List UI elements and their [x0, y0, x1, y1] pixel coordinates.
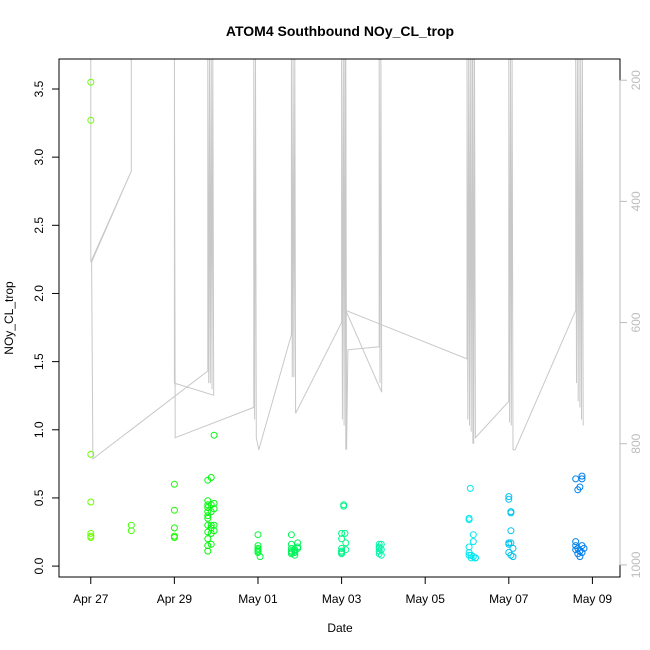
data-point: [341, 529, 349, 537]
data-point: [505, 493, 513, 501]
data-point: [204, 497, 212, 505]
data-point: [342, 546, 350, 554]
y-tick-label: 0.0: [32, 557, 46, 574]
data-point: [471, 554, 479, 562]
data-point: [204, 512, 212, 520]
data-point: [338, 529, 346, 537]
data-point: [377, 540, 385, 548]
data-point: [87, 116, 95, 124]
data-point: [204, 514, 212, 522]
pressure-trace-line: [90, 58, 584, 460]
y-tick-label: 1.0: [32, 421, 46, 438]
data-point: [338, 535, 346, 543]
data-point: [87, 498, 95, 506]
right-tick-label: 200: [629, 70, 643, 90]
data-point: [572, 538, 580, 546]
data-point: [170, 480, 178, 488]
data-point: [210, 527, 218, 535]
data-point: [342, 539, 350, 547]
data-point: [87, 534, 95, 541]
data-point: [210, 431, 218, 439]
data-point: [580, 544, 588, 552]
x-tick-label: May 03: [322, 592, 362, 606]
data-point: [207, 521, 215, 529]
data-point: [291, 551, 299, 559]
pressure-trace-layer: [90, 58, 584, 460]
y-tick-label: 2.5: [32, 217, 46, 234]
x-tick-label: May 01: [238, 592, 278, 606]
data-point: [170, 524, 178, 532]
data-point: [254, 531, 262, 539]
y-tick-label: 1.5: [32, 353, 46, 370]
right-tick-label: 600: [629, 312, 643, 332]
x-axis: Apr 27 Apr 29 May 01 May 03 May 05 May 07 May …: [73, 576, 613, 606]
data-point: [256, 553, 264, 561]
data-point: [469, 531, 477, 539]
data-point: [576, 553, 584, 561]
data-point: [204, 547, 212, 555]
data-point: [578, 549, 586, 556]
right-tick-label: 800: [629, 433, 643, 453]
data-point: [204, 501, 212, 509]
data-point: [170, 506, 178, 514]
data-point: [204, 535, 212, 543]
x-tick-label: Apr 27: [73, 592, 109, 606]
data-point: [507, 509, 515, 517]
data-point: [254, 549, 262, 556]
data-point: [294, 544, 302, 552]
data-point: [87, 529, 95, 537]
data-point: [338, 550, 346, 558]
y-axis: 0.0 0.5 1.0 1.5 2.0 2.5 3.0 3.5: [32, 80, 60, 574]
data-point: [87, 450, 95, 458]
right-tick-label: 1000: [629, 551, 643, 578]
data-point: [87, 78, 95, 86]
data-point: [507, 527, 515, 535]
chart-title: ATOM4 Southbound NOy_CL_trop: [226, 23, 454, 39]
right-axis: 200 400 600 800 1000: [619, 70, 643, 578]
data-point: [466, 484, 474, 492]
x-tick-label: May 05: [406, 592, 446, 606]
data-point: [505, 495, 513, 503]
data-point: [287, 531, 295, 539]
y-tick-label: 3.0: [32, 148, 46, 165]
y-tick-label: 3.5: [32, 80, 46, 97]
x-tick-label: May 09: [573, 592, 613, 606]
data-point: [127, 527, 135, 535]
data-point: [287, 540, 295, 548]
data-point: [204, 528, 212, 536]
data-point: [207, 540, 215, 548]
data-point: [469, 538, 477, 546]
data-point: [207, 474, 215, 481]
plot-frame: [58, 58, 621, 578]
data-point: [578, 475, 586, 483]
data-point: [576, 483, 584, 491]
data-point: [377, 551, 385, 559]
data-point: [210, 505, 218, 513]
x-axis-label: Date: [327, 621, 353, 635]
data-point: [509, 553, 517, 561]
data-point: [572, 475, 580, 483]
y-tick-label: 2.0: [32, 285, 46, 302]
y-axis-label: NOy_CL_trop: [2, 281, 16, 355]
data-point: [170, 534, 178, 541]
data-point: [509, 544, 517, 552]
right-tick-label: 400: [629, 191, 643, 211]
data-point: [340, 502, 348, 510]
y-tick-label: 0.5: [32, 489, 46, 506]
data-point: [204, 508, 212, 516]
data-point: [210, 499, 218, 507]
data-point: [338, 544, 346, 552]
data-points-layer: [87, 78, 588, 562]
data-point: [578, 472, 586, 480]
x-tick-label: May 07: [489, 592, 529, 606]
x-tick-label: Apr 29: [157, 592, 193, 606]
data-point: [465, 516, 473, 524]
